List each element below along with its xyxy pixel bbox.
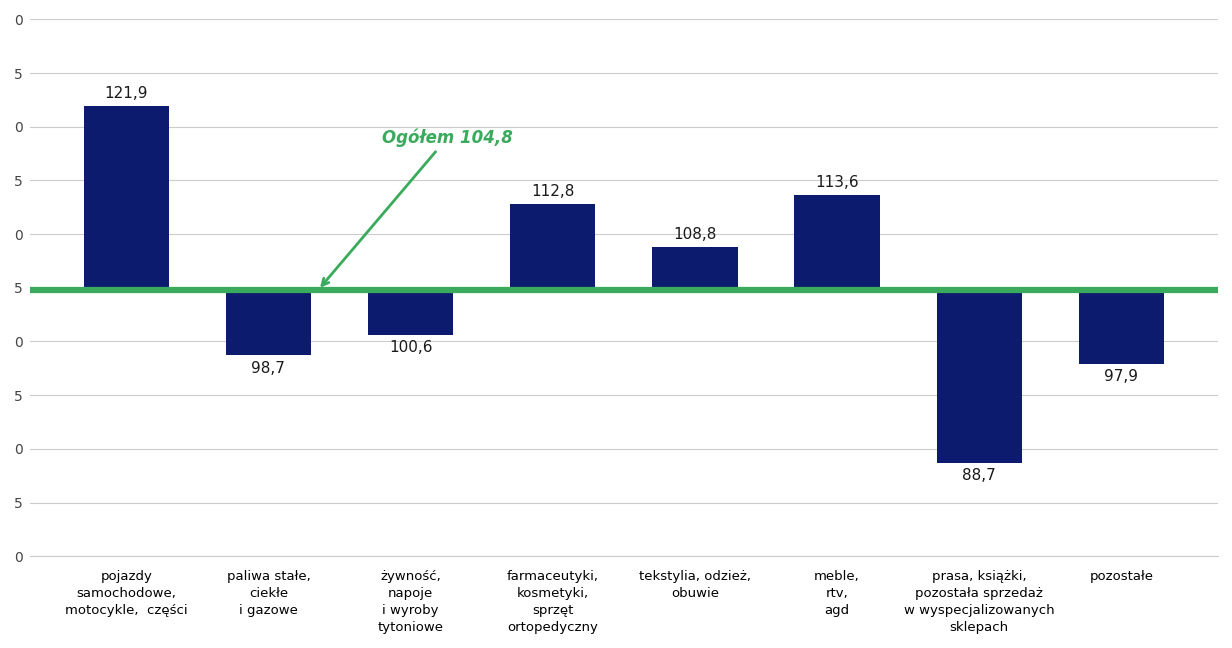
Bar (84, 106, 169, 290)
Text: 108,8: 108,8 (673, 227, 717, 242)
Text: 121,9: 121,9 (105, 86, 148, 101)
Bar (652, 247, 738, 290)
Bar (368, 290, 453, 335)
Text: Ogółem 104,8: Ogółem 104,8 (322, 128, 513, 286)
Bar (1079, 290, 1164, 364)
Text: 97,9: 97,9 (1104, 369, 1138, 384)
Bar (225, 290, 310, 356)
Bar (510, 204, 595, 290)
Text: 100,6: 100,6 (389, 340, 432, 355)
Bar (795, 196, 880, 290)
Bar (936, 290, 1021, 463)
Text: 98,7: 98,7 (251, 361, 286, 376)
Text: 112,8: 112,8 (531, 183, 574, 199)
Text: 88,7: 88,7 (962, 469, 997, 483)
Text: 113,6: 113,6 (816, 175, 859, 190)
